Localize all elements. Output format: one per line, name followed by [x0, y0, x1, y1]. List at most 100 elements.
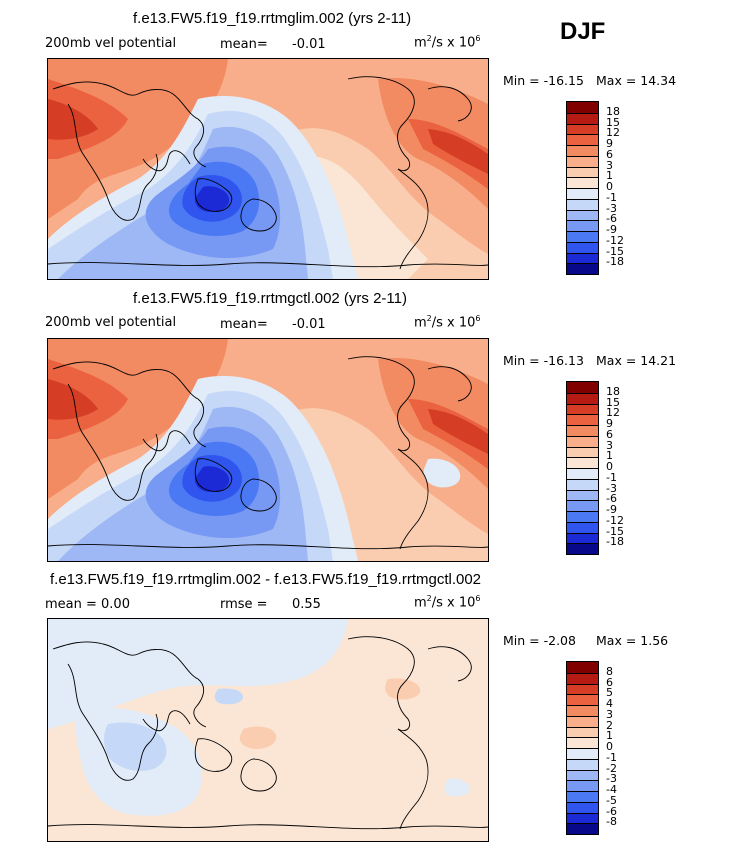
panel3-title: f.e13.FW5.f19_f19.rrtmglim.002 - f.e13.F… — [50, 571, 482, 588]
colorbar-tick-label: -6 — [606, 804, 617, 818]
colorbar-tick-label: 3 — [606, 438, 613, 452]
colorbar-tick-label: 6 — [606, 675, 613, 689]
colorbar-swatch — [567, 791, 598, 802]
colorbar-tick-label: -18 — [606, 255, 624, 269]
colorbar-tick-label: 3 — [606, 158, 613, 172]
colorbar-tick-label: 0 — [606, 740, 613, 753]
colorbar-swatch — [567, 112, 598, 124]
colorbar-swatch — [567, 220, 598, 231]
colorbar-swatch — [567, 392, 598, 404]
panel2-min: Min = -16.13 — [503, 353, 584, 368]
colorbar-tick-label: -1 — [606, 750, 617, 764]
panel2-colorbar — [566, 381, 599, 555]
colorbar-tick-label: -5 — [606, 793, 617, 807]
colorbar-swatch — [567, 705, 598, 716]
colorbar-tick-label: 15 — [606, 115, 620, 129]
colorbar-swatch — [567, 263, 598, 274]
panel1-title: f.e13.FW5.f19_f19.rrtmglim.002 (yrs 2-11… — [133, 10, 412, 27]
colorbar-tick-label: 0 — [606, 180, 613, 193]
colorbar-swatch — [567, 123, 598, 135]
colorbar-swatch — [567, 672, 598, 684]
colorbar-tick-label: 1 — [606, 169, 613, 183]
colorbar-tick-label: 9 — [606, 137, 613, 150]
colorbar-tick-label: 18 — [606, 384, 620, 398]
panel3-rmse-value: 0.55 — [292, 597, 321, 612]
colorbar-swatch — [567, 382, 598, 393]
colorbar-tick-label: -6 — [606, 492, 617, 506]
colorbar-tick-label: -3 — [606, 201, 617, 215]
colorbar-swatch — [567, 425, 598, 436]
colorbar-swatch — [567, 414, 598, 425]
panel2-units: m2/s x 106 — [414, 314, 481, 331]
panel1-max: Max = 14.34 — [596, 73, 677, 88]
colorbar-tick-label: -2 — [606, 761, 617, 775]
colorbar-swatch — [567, 145, 598, 156]
panel3-max: Max = 1.56 — [596, 633, 669, 648]
panel1-min: Min = -16.15 — [503, 73, 584, 88]
colorbar-swatch — [567, 252, 598, 264]
panel1-colorbar — [566, 101, 599, 275]
colorbar-swatch — [567, 435, 598, 447]
colorbar-swatch — [567, 500, 598, 511]
colorbar-swatch — [567, 812, 598, 824]
colorbar-tick-label: -15 — [606, 244, 624, 258]
colorbar-tick-label: 15 — [606, 395, 620, 409]
colorbar-tick-label: -12 — [606, 233, 624, 247]
colorbar-swatch — [567, 521, 598, 533]
colorbar-tick-label: 9 — [606, 417, 613, 430]
colorbar-swatch — [567, 683, 598, 695]
colorbar-tick-label: 5 — [606, 686, 613, 700]
colorbar-swatch — [567, 241, 598, 253]
colorbar-swatch — [567, 198, 598, 210]
colorbar-tick-label: -9 — [606, 223, 617, 236]
colorbar-swatch — [567, 532, 598, 544]
colorbar-swatch — [567, 511, 598, 522]
colorbar-tick-label: -3 — [606, 481, 617, 495]
colorbar-tick-label: 12 — [606, 406, 620, 420]
panel2-title: f.e13.FW5.f19_f19.rrtmgctl.002 (yrs 2-11… — [133, 290, 407, 307]
colorbar-tick-label: 2 — [606, 718, 613, 732]
colorbar-swatch — [567, 823, 598, 834]
colorbar-swatch — [567, 662, 598, 673]
panel3-map — [47, 618, 489, 842]
season-label: DJF — [560, 18, 606, 45]
panel3-rmse-label: rmse = — [220, 597, 268, 612]
panel1-units: m2/s x 106 — [414, 34, 481, 51]
colorbar-swatch — [567, 801, 598, 813]
colorbar-swatch — [567, 209, 598, 221]
colorbar-tick-label: -1 — [606, 470, 617, 484]
panel2-field-label: 200mb vel potential — [45, 315, 177, 330]
colorbar-tick-label: 18 — [606, 104, 620, 118]
colorbar-tick-label: 1 — [606, 449, 613, 463]
panel2-mean-value: -0.01 — [292, 317, 326, 332]
colorbar-swatch — [567, 543, 598, 554]
colorbar-tick-label: -6 — [606, 212, 617, 226]
panel3-min: Min = -2.08 — [503, 633, 576, 648]
colorbar-tick-label: -3 — [606, 772, 617, 786]
colorbar-tick-label: -1 — [606, 190, 617, 204]
colorbar-swatch — [567, 188, 598, 199]
panel2-map — [47, 338, 489, 562]
colorbar-tick-label: -15 — [606, 524, 624, 538]
colorbar-swatch — [567, 468, 598, 479]
colorbar-swatch — [567, 737, 598, 748]
colorbar-tick-label: 3 — [606, 707, 613, 721]
colorbar-swatch — [567, 166, 598, 178]
panel3-units: m2/s x 106 — [414, 594, 481, 611]
colorbar-swatch — [567, 489, 598, 501]
colorbar-swatch — [567, 769, 598, 781]
colorbar-swatch — [567, 177, 598, 188]
colorbar-swatch — [567, 403, 598, 415]
colorbar-swatch — [567, 102, 598, 113]
colorbar-tick-label: -4 — [606, 783, 617, 796]
panel1-mean-label: mean= — [220, 37, 268, 52]
panel2-max: Max = 14.21 — [596, 353, 677, 368]
colorbar-swatch — [567, 134, 598, 145]
colorbar-tick-label: 4 — [606, 697, 613, 710]
colorbar-swatch — [567, 155, 598, 167]
colorbar-swatch — [567, 478, 598, 490]
colorbar-swatch — [567, 231, 598, 242]
colorbar-swatch — [567, 748, 598, 759]
colorbar-tick-label: -8 — [606, 815, 617, 829]
colorbar-swatch — [567, 758, 598, 770]
